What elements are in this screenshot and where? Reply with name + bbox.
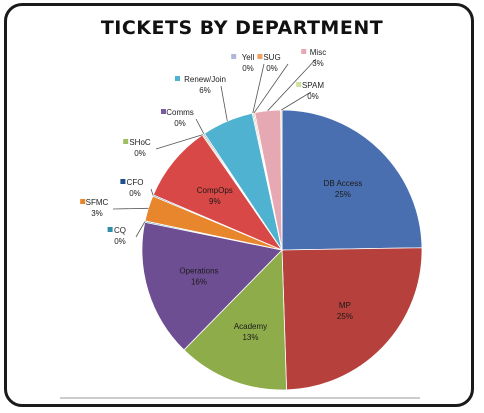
slice-label-sfmc: SFMC 3% xyxy=(86,198,109,218)
leader-line-misc xyxy=(267,58,317,111)
pie-slice-db-access xyxy=(281,109,423,251)
slice-label-sug: SUG 0% xyxy=(263,53,280,73)
leader-line-cfo xyxy=(150,188,154,196)
pie-slice-operations xyxy=(141,221,283,351)
slice-label-db-access: DB Access 25% xyxy=(324,179,363,199)
pie-slice-academy xyxy=(183,249,287,391)
legend-swatch-yell xyxy=(231,54,237,59)
legend-swatch-spam xyxy=(296,82,302,87)
slice-label-mp: MP 25% xyxy=(337,301,353,321)
leader-line-spam xyxy=(281,91,312,111)
slice-label-misc: Misc 3% xyxy=(310,48,326,68)
leader-line-comms xyxy=(195,118,205,134)
leader-line-sfmc xyxy=(112,207,149,210)
leader-line-sug xyxy=(253,63,289,114)
legend-swatch-shoc xyxy=(123,139,129,144)
leader-line-shoc xyxy=(155,134,203,150)
legend-swatch-cfo xyxy=(120,179,126,184)
legend-swatch-misc xyxy=(301,49,307,54)
leader-line-yell xyxy=(252,63,265,114)
slice-label-yell: Yell 0% xyxy=(242,53,255,73)
legend-swatch-sfmc xyxy=(80,199,86,204)
pie-slice-mp xyxy=(281,247,423,391)
slice-label-renew-join: Renew/Join 6% xyxy=(184,75,226,95)
slice-label-shoc: SHoC 0% xyxy=(129,138,151,158)
slice-label-cfo: CFO 0% xyxy=(127,178,144,198)
slice-label-comms: Comms 0% xyxy=(166,108,194,128)
legend-swatch-comms xyxy=(161,109,166,114)
leader-line-cq xyxy=(135,221,146,238)
slice-label-compops: CompOps 9% xyxy=(197,186,233,206)
leader-line-renew-join xyxy=(220,85,228,122)
chart-title: TICKETS BY DEPARTMENT xyxy=(101,17,383,39)
slice-label-spam: SPAM 0% xyxy=(302,81,324,101)
legend-swatch-cq xyxy=(107,227,113,232)
legend-swatch-renew-join xyxy=(175,76,180,81)
slice-label-operations: Operations 16% xyxy=(179,267,218,287)
slice-label-cq: CQ 0% xyxy=(114,226,126,246)
legend-swatch-sug xyxy=(257,54,263,59)
slice-label-academy: Academy 13% xyxy=(234,322,267,342)
